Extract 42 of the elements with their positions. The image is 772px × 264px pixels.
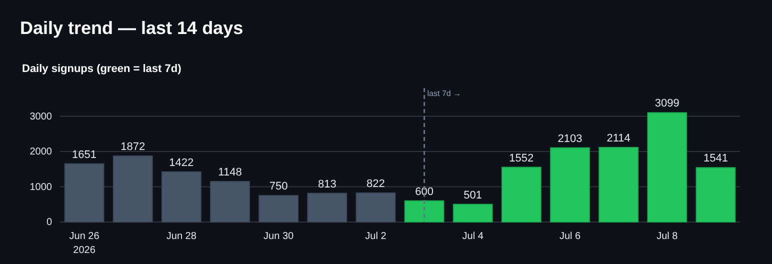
bar — [452, 204, 493, 222]
y-tick-label: 3000 — [30, 111, 52, 122]
bar — [356, 192, 396, 222]
x-tick-label: Jun 26 2026 — [69, 231, 100, 256]
data-label: 1872 — [120, 140, 146, 153]
data-label: 813 — [318, 178, 336, 190]
chart-subtitle: Daily signups (green = last 7d) — [22, 63, 182, 75]
bar — [696, 167, 736, 222]
data-label: 2103 — [558, 132, 582, 145]
bar — [550, 147, 590, 222]
y-tick-label: 2000 — [30, 146, 52, 158]
data-label: 1148 — [218, 166, 242, 179]
bar — [258, 195, 298, 222]
chart-title: Daily trend — last 14 days — [20, 18, 244, 38]
bar — [307, 192, 348, 222]
bar — [502, 166, 542, 222]
x-tick-label: Jul 6 — [559, 231, 581, 242]
y-tick-label: 0 — [46, 217, 52, 228]
bar — [647, 112, 688, 222]
data-label: 1651 — [72, 148, 97, 161]
bar — [404, 200, 444, 222]
bar — [210, 181, 250, 222]
x-tick-label: Jul 4 — [462, 231, 484, 242]
data-label: 2114 — [606, 132, 630, 144]
x-tick-label: Jun 28 — [166, 231, 197, 242]
bar — [64, 163, 104, 222]
data-label: 501 — [464, 189, 482, 202]
bar — [162, 171, 202, 222]
data-label: 1552 — [509, 152, 534, 164]
bar — [598, 146, 638, 222]
data-label: 600 — [415, 186, 434, 198]
x-tick-label: Jul 8 — [656, 231, 678, 242]
data-label: 1422 — [169, 156, 194, 169]
ref-line-label: last 7d → — [427, 89, 462, 98]
bar — [112, 155, 153, 222]
x-tick-label: Jun 30 — [264, 231, 294, 242]
data-label: 822 — [366, 178, 385, 190]
data-label: 3099 — [654, 98, 680, 110]
data-label: 1541 — [703, 152, 728, 165]
x-tick-label: Jul 2 — [365, 231, 387, 242]
data-label: 750 — [269, 180, 288, 193]
y-tick-label: 1000 — [30, 182, 52, 193]
